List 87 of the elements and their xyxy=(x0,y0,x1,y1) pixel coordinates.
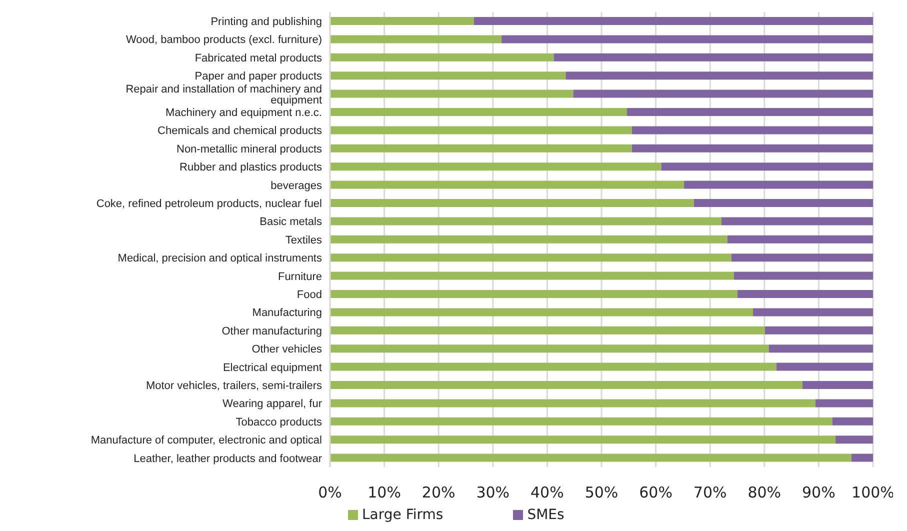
bar xyxy=(764,326,873,334)
y-tick-label: Basic metals xyxy=(260,216,322,228)
bar xyxy=(802,381,873,389)
bar xyxy=(330,144,632,152)
y-tick-label: Wearing apparel, fur xyxy=(222,398,322,410)
bar xyxy=(330,454,852,462)
bar xyxy=(627,108,873,116)
bar xyxy=(573,90,873,98)
y-tick-label: Chemicals and chemical products xyxy=(158,125,322,138)
bar xyxy=(694,199,873,207)
y-tick-label: Non-metallic mineral products xyxy=(176,143,322,156)
bar xyxy=(734,272,873,280)
bar xyxy=(330,344,769,353)
y-tick-label: Rubber and plastics products xyxy=(180,162,322,174)
bar xyxy=(474,17,873,25)
y-tick-label: Printing and publishing xyxy=(210,16,322,28)
y-tick-label: Manufacturing xyxy=(252,307,322,320)
y-tick-label: Repair and installation of machinery and equipment xyxy=(126,83,322,106)
x-tick-label: 70% xyxy=(693,484,727,502)
y-tick-label: Wood, bamboo products (excl. furniture) xyxy=(126,34,322,46)
bar xyxy=(330,254,732,262)
y-tick-label: Motor vehicles, trailers, semi-trailers xyxy=(146,380,322,392)
y-tick-label: Furniture xyxy=(278,270,322,283)
bar xyxy=(330,90,574,98)
bar xyxy=(330,362,776,371)
bar xyxy=(330,436,836,444)
bar xyxy=(632,126,873,134)
bar xyxy=(330,290,738,298)
legend-label: Large Firms xyxy=(362,507,444,523)
y-tick-label: beverages xyxy=(270,180,322,192)
legend-label: SMEs xyxy=(527,507,564,523)
bar xyxy=(768,344,873,353)
y-tick-label: Textiles xyxy=(285,234,322,246)
x-tick-label: 90% xyxy=(802,484,836,502)
bar xyxy=(330,72,566,80)
y-tick-label: Coke, refined petroleum products, nuclear fuel xyxy=(96,198,322,210)
bar xyxy=(722,217,873,226)
bar xyxy=(330,217,722,226)
x-tick-label: 10% xyxy=(368,484,401,502)
bar xyxy=(330,417,832,426)
bar xyxy=(731,254,873,262)
y-tick-label: Machinery and equipment n.e.c. xyxy=(165,107,322,120)
bar xyxy=(330,399,816,408)
y-tick-label: Other manufacturing xyxy=(222,325,322,338)
bar xyxy=(752,308,873,316)
bar xyxy=(566,72,873,80)
bar xyxy=(330,35,502,44)
bar xyxy=(330,235,728,244)
y-tick-label: Tobacco products xyxy=(236,416,322,428)
bar xyxy=(832,417,873,426)
bar xyxy=(330,308,753,316)
bar xyxy=(851,454,873,462)
bar xyxy=(727,235,873,244)
bar xyxy=(330,162,662,171)
x-tick-label: 50% xyxy=(584,484,618,502)
y-tick-label: Fabricated metal products xyxy=(194,52,322,64)
bar xyxy=(330,17,474,25)
bar xyxy=(330,108,628,116)
bar xyxy=(330,180,684,189)
bar xyxy=(815,399,873,408)
y-tick-label: Paper and paper products xyxy=(194,70,322,83)
bar xyxy=(554,53,873,62)
bar xyxy=(684,180,873,189)
y-tick-label: Medical, precision and optical instruments xyxy=(118,252,322,265)
bar xyxy=(776,362,873,371)
bar xyxy=(330,272,734,280)
x-tick-label: 30% xyxy=(476,484,510,502)
y-tick-label: Other vehicles xyxy=(252,344,322,356)
x-tick-label: 80% xyxy=(748,484,782,502)
bar xyxy=(836,436,873,444)
x-tick-label: 20% xyxy=(422,484,456,502)
bar xyxy=(330,126,632,134)
x-tick-label: 40% xyxy=(530,484,564,502)
bar xyxy=(737,290,873,298)
bar xyxy=(330,381,802,389)
bar xyxy=(502,35,873,44)
x-tick-label: 0% xyxy=(318,484,342,502)
y-tick-label: Leather, leather products and footwear xyxy=(134,452,322,465)
y-tick-label: Manufacture of computer, electronic and optical xyxy=(90,434,322,447)
bar xyxy=(330,199,694,207)
y-tick-label: Electrical equipment xyxy=(222,362,322,374)
bar xyxy=(330,53,554,62)
y-tick-label: Food xyxy=(296,289,322,302)
bar xyxy=(632,144,873,152)
x-tick-label: 60% xyxy=(639,484,672,502)
bar xyxy=(330,326,765,334)
bar xyxy=(661,162,873,171)
